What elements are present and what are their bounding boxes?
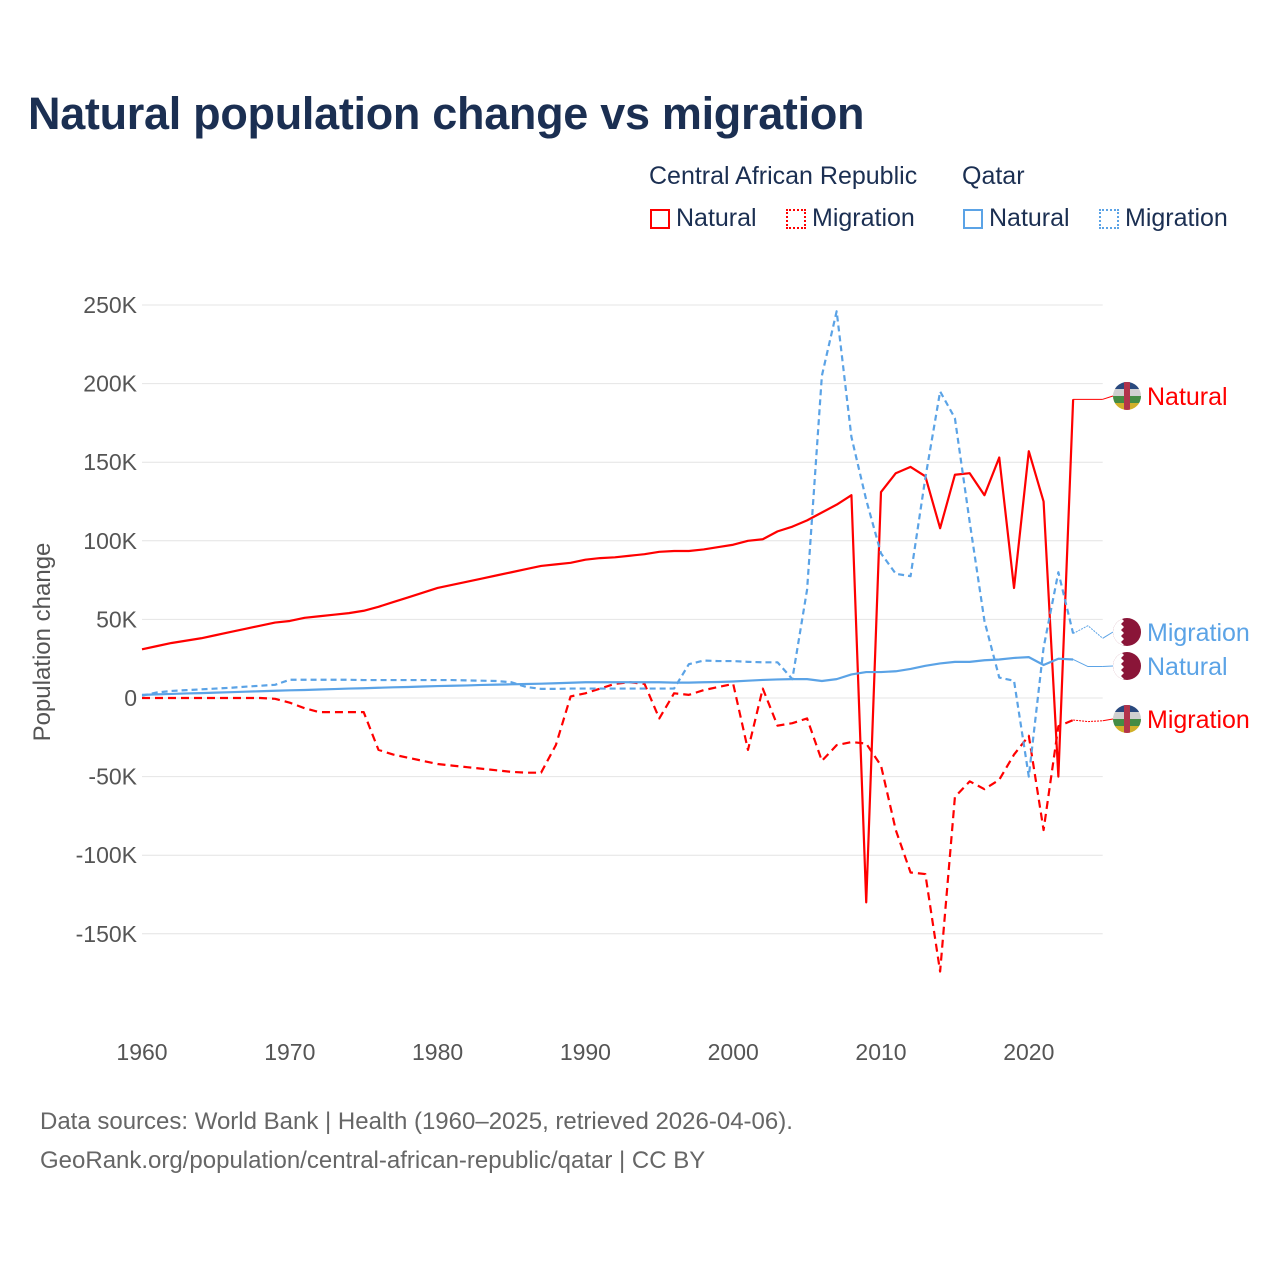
y-tick-label: 100K <box>83 528 137 554</box>
x-tick-label: 2020 <box>1003 1039 1054 1065</box>
x-tick-label: 1970 <box>264 1039 315 1065</box>
flag-body <box>1113 705 1141 733</box>
qatar-flag-icon <box>1113 652 1141 680</box>
x-tick-label: 1990 <box>560 1039 611 1065</box>
y-tick-label: 200K <box>83 371 137 397</box>
footer-link[interactable]: GeoRank.org/population/central-african-r… <box>40 1147 706 1174</box>
y-tick-label: -50K <box>88 764 137 790</box>
legend-group-qatar: Qatar <box>962 162 1025 190</box>
end-label-qatar-natural: Natural <box>1147 653 1228 681</box>
series-line-qatar-migration <box>141 310 1075 778</box>
legend-swatch-solid <box>650 208 670 229</box>
flag-stripe-red <box>1124 705 1130 733</box>
y-tick-label: 150K <box>83 449 137 475</box>
legend-car-natural[interactable]: Natural <box>650 204 757 233</box>
legend-label: Migration <box>1125 204 1228 232</box>
legend-label: Natural <box>989 204 1070 232</box>
end-label-qatar-migration: Migration <box>1147 619 1250 647</box>
y-tick-label: 50K <box>96 606 138 632</box>
x-tick-label: 1960 <box>116 1039 167 1065</box>
legend-swatch-dotted <box>1099 208 1119 229</box>
legend-swatch-solid <box>963 208 983 229</box>
flag-body <box>1113 618 1141 646</box>
x-tick-label: 2000 <box>708 1039 759 1065</box>
end-label-central-african-republic-natural: Natural <box>1147 383 1228 411</box>
legend-car-migration[interactable]: Migration <box>786 204 915 233</box>
y-tick-label: -100K <box>76 842 138 868</box>
legend-label: Migration <box>812 204 915 232</box>
flag-tint <box>1113 382 1141 410</box>
end-label-connector <box>1102 718 1114 722</box>
legend-label: Natural <box>676 204 757 232</box>
legend-qatar-natural[interactable]: Natural <box>963 204 1070 233</box>
series-tail <box>1073 719 1103 723</box>
series-line-qatar-natural <box>141 656 1074 696</box>
x-tick-label: 1980 <box>412 1039 463 1065</box>
flag-tint <box>1113 705 1141 733</box>
series-tail <box>1072 659 1103 668</box>
y-tick-label: 250K <box>83 292 137 318</box>
legend-swatch-dotted <box>786 208 806 229</box>
car-flag-icon <box>1113 382 1141 410</box>
end-label-central-african-republic-migration: Migration <box>1147 706 1250 734</box>
qatar-flag-icon <box>1113 618 1141 646</box>
flag-body <box>1113 382 1141 410</box>
end-label-connector <box>1102 631 1114 639</box>
car-flag-icon <box>1113 705 1141 733</box>
series-line-central-african-republic-natural <box>141 399 1075 904</box>
y-axis-label: Population change <box>29 543 56 742</box>
end-label-connector <box>1102 665 1114 668</box>
flag-stripe-red <box>1124 382 1130 410</box>
flag-white-serration <box>1113 652 1124 680</box>
series-line-central-african-republic-migration <box>142 681 1074 973</box>
end-label-connector <box>1102 395 1114 400</box>
legend-qatar-migration[interactable]: Migration <box>1099 204 1228 233</box>
footer-sources: Data sources: World Bank | Health (1960–… <box>40 1108 793 1135</box>
y-tick-label: -150K <box>76 921 138 947</box>
x-tick-label: 2010 <box>855 1039 906 1065</box>
y-tick-label: 0 <box>124 685 137 711</box>
chart-title: Natural population change vs migration <box>28 88 865 139</box>
series-tail <box>1072 625 1104 639</box>
flag-white-serration <box>1113 618 1124 646</box>
flag-body <box>1113 652 1141 680</box>
legend-group-car: Central African Republic <box>649 162 918 190</box>
